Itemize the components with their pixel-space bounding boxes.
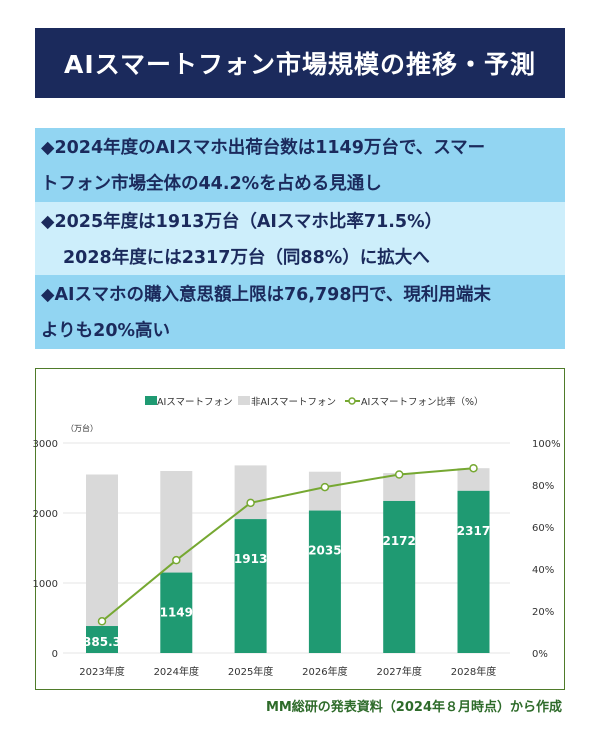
bar-ai [308, 510, 341, 653]
y2-tick-label: 40% [532, 565, 554, 576]
y-tick-label: 2000 [33, 509, 58, 520]
legend-marker-ratio [348, 397, 356, 405]
ratio-point [394, 470, 404, 479]
bar-ai [457, 490, 490, 653]
bullet-item: ◆2024年度のAIスマホ出荷台数は1149万台で、スマー トフォン市場全体の4… [35, 128, 565, 202]
ratio-line [101, 467, 474, 623]
bar-non-ai [160, 471, 193, 573]
page-title: AIスマートフォン市場規模の推移・予測 [64, 50, 536, 79]
y-tick-label: 1000 [33, 579, 58, 590]
ratio-point [320, 482, 330, 492]
x-tick-label: 2023年度 [79, 665, 124, 678]
source-note: MM総研の発表資料（2024年８月時点）から作成 [265, 700, 562, 715]
ratio-point [469, 463, 478, 473]
bar-non-ai [457, 468, 490, 491]
bullet-line: ◆2025年度は1913万台（AIスマホ比率71.5%） [41, 212, 443, 232]
legend-label: AIスマートフォン比率（%） [361, 396, 484, 408]
bullet-item: ◆AIスマホの購入意思額上限は76,798円で、現利用端末 よりも20%高い [35, 275, 565, 349]
legend-label: 非AIスマートフォン [251, 396, 336, 408]
summary-bullets: ◆2024年度のAIスマホ出荷台数は1149万台で、スマー トフォン市場全体の4… [35, 128, 565, 349]
title-banner: AIスマートフォン市場規模の推移・予測 [35, 28, 565, 98]
y-unit-label: （万台） [66, 423, 98, 433]
y2-tick-label: 0% [532, 649, 548, 660]
bullet-line: ◆2024年度のAIスマホ出荷台数は1149万台で、スマー [41, 138, 486, 158]
bar-value-label: 2035 [308, 544, 341, 558]
ratio-point [97, 617, 107, 626]
legend-swatch-non-ai [238, 396, 250, 405]
legend-label: AIスマートフォン [157, 397, 233, 408]
chart-frame [35, 368, 565, 690]
bullet-line: よりも20%高い [41, 321, 171, 341]
y2-tick-label: 20% [532, 607, 554, 618]
ratio-point [246, 498, 255, 508]
x-tick-label: 2024年度 [154, 665, 199, 678]
bar-value-label: 1149 [160, 606, 193, 620]
y-tick-label: 0 [52, 649, 58, 660]
bar-non-ai [86, 474, 118, 627]
bullet-line: トフォン市場全体の44.2%を占める見通し [41, 174, 382, 194]
bar-ai [86, 626, 118, 653]
y-tick-label: 3000 [33, 439, 58, 450]
bar-value-label: 385.3 [83, 635, 121, 649]
y2-tick-label: 100% [532, 439, 561, 450]
x-tick-label: 2026年度 [302, 665, 347, 678]
bar-value-label: 2317 [457, 524, 490, 538]
bar-value-label: 1913 [234, 552, 267, 566]
y2-tick-label: 80% [532, 481, 554, 492]
x-tick-label: 2028年度 [451, 665, 496, 678]
bar-value-label: 2172 [382, 534, 415, 548]
bullet-line: 2028年度には2317万台（同88%）に拡大へ [63, 248, 430, 268]
legend-swatch-ai [145, 396, 157, 405]
bullet-item: ◆2025年度は1913万台（AIスマホ比率71.5%） 2028年度には231… [35, 202, 565, 275]
ratio-point [172, 555, 181, 565]
x-tick-label: 2025年度 [228, 665, 273, 678]
x-tick-label: 2027年度 [376, 665, 421, 678]
bullet-line: ◆AIスマホの購入意思額上限は76,798円で、現利用端末 [41, 285, 491, 305]
bar-ai [234, 519, 267, 653]
bar-ai [383, 500, 416, 653]
y2-tick-label: 60% [532, 523, 554, 534]
bar-ai [160, 572, 193, 653]
